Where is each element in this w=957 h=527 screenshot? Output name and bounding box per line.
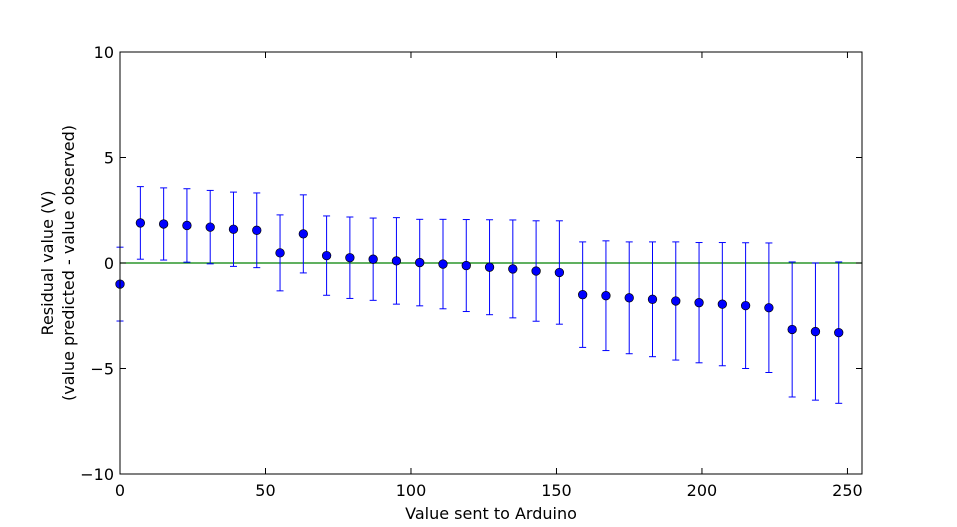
- data-point: [578, 290, 588, 300]
- data-point: [438, 259, 448, 269]
- data-point: [298, 229, 308, 239]
- point-layer: [115, 218, 844, 338]
- y-tick-label: 0: [104, 254, 114, 273]
- x-tick-label: 100: [396, 481, 427, 500]
- y-tick-label: −10: [80, 465, 114, 484]
- data-point: [345, 253, 355, 263]
- data-point: [135, 218, 146, 228]
- data-point: [321, 250, 332, 261]
- data-point: [624, 293, 634, 303]
- data-point: [508, 264, 518, 274]
- data-point: [484, 262, 495, 272]
- data-point: [228, 224, 239, 234]
- errorbar-layer: [116, 186, 843, 404]
- x-tick-label: 250: [832, 481, 863, 500]
- data-point: [601, 291, 611, 301]
- data-point: [205, 222, 215, 232]
- data-point: [415, 257, 425, 268]
- data-point: [391, 256, 402, 266]
- y-axis-label-line-1: Residual value (V): [38, 191, 57, 336]
- data-point: [182, 220, 192, 231]
- data-point: [787, 324, 797, 335]
- y-tick-label: 10: [94, 43, 114, 62]
- y-tick-label: −5: [90, 360, 114, 379]
- data-point: [810, 326, 821, 337]
- data-point: [252, 225, 262, 235]
- data-point: [531, 266, 541, 276]
- data-point: [158, 219, 169, 229]
- x-tick-label: 0: [115, 481, 125, 500]
- data-point: [647, 294, 658, 304]
- data-point: [834, 327, 844, 338]
- data-point: [764, 303, 774, 313]
- data-point: [275, 248, 285, 258]
- x-tick-label: 150: [541, 481, 572, 500]
- data-point: [461, 260, 471, 271]
- tick-layer: 0 50 100 150 200 250 −10 −5 0 5 10: [80, 43, 862, 500]
- data-point: [694, 298, 704, 308]
- data-point: [368, 254, 378, 264]
- y-tick-label: 5: [104, 149, 114, 168]
- data-point: [671, 296, 681, 306]
- x-axis-label: Value sent to Arduino: [405, 504, 577, 523]
- data-point: [554, 267, 565, 278]
- y-axis-label-line-2: (value predicted - value observed): [59, 125, 78, 401]
- data-point: [717, 299, 727, 309]
- x-tick-label: 200: [687, 481, 718, 500]
- data-point: [740, 300, 751, 311]
- x-tick-label: 50: [255, 481, 275, 500]
